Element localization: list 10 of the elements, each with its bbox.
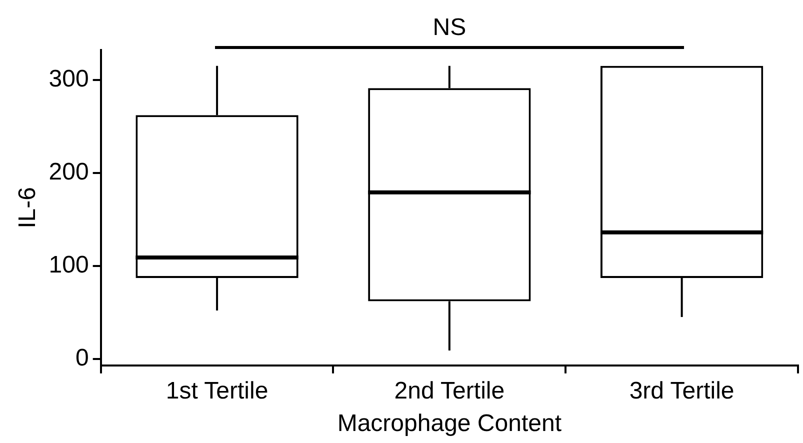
text: NS (432, 14, 466, 42)
y-tick-label: 300 (48, 65, 89, 92)
x-tick-label: 1st Tertile (166, 377, 268, 404)
y-tick-label: 200 (48, 158, 89, 186)
y-tick-label: 100 (48, 251, 89, 278)
y-tick-label: 0 (75, 344, 89, 372)
x-tick-label: 3rd Tertile (629, 377, 734, 404)
y-axis-title: IL-6 (14, 187, 42, 228)
x-tick-label: 2nd Tertile (394, 377, 505, 404)
x-axis-title: Macrophage Content (337, 410, 562, 438)
